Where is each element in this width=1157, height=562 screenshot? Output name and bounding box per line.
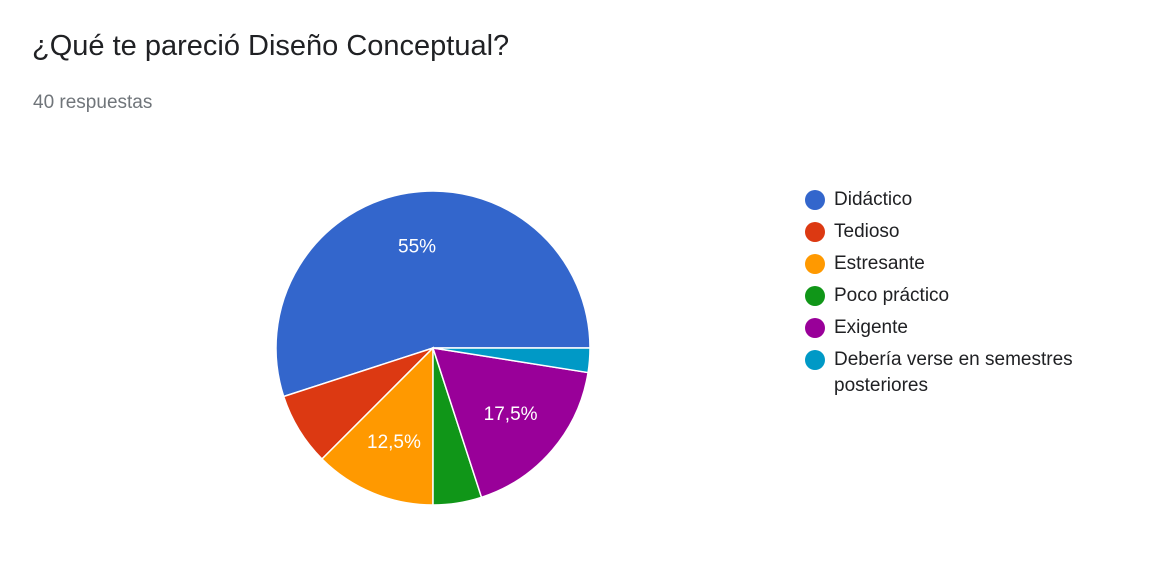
legend-item[interactable]: Estresante (805, 252, 1145, 277)
legend-label: Tedioso (834, 221, 900, 242)
legend-label: Estresante (834, 253, 925, 274)
legend-item[interactable]: Poco práctico (805, 284, 1145, 309)
legend-swatch-icon (805, 190, 825, 210)
pie-slice-5[interactable] (431, 347, 589, 499)
legend-item[interactable]: Debería verse en semestres posteriores (805, 348, 1145, 399)
legend-swatch-icon (805, 350, 825, 370)
pie-slice-label-1: 55% (398, 237, 436, 258)
pie-slice-label-5: 17,5% (484, 404, 538, 425)
chart-legend: Didáctico Tedioso Estresante Poco práctico E… (805, 188, 1145, 406)
pie-slice-1[interactable] (275, 190, 591, 398)
response-count: 40 respuestas (33, 92, 153, 113)
pie-slice-label-3: 12,5% (367, 432, 421, 453)
legend-swatch-icon (805, 222, 825, 242)
legend-item[interactable]: Tedioso (805, 220, 1145, 245)
pie-slice-6[interactable] (432, 347, 591, 374)
legend-item[interactable]: Didáctico (805, 188, 1145, 213)
legend-swatch-icon (805, 318, 825, 338)
legend-item[interactable]: Exigente (805, 316, 1145, 341)
legend-label: Didáctico (834, 189, 913, 210)
legend-label: Poco práctico (834, 285, 950, 306)
pie-slice-3[interactable] (320, 346, 434, 506)
legend-swatch-icon (805, 286, 825, 306)
legend-swatch-icon (805, 254, 825, 274)
chart-title: ¿Qué te pareció Diseño Conceptual? (32, 30, 510, 62)
legend-label: Exigente (834, 317, 908, 338)
legend-label: Debería verse en semestres posteriores (834, 349, 1073, 396)
